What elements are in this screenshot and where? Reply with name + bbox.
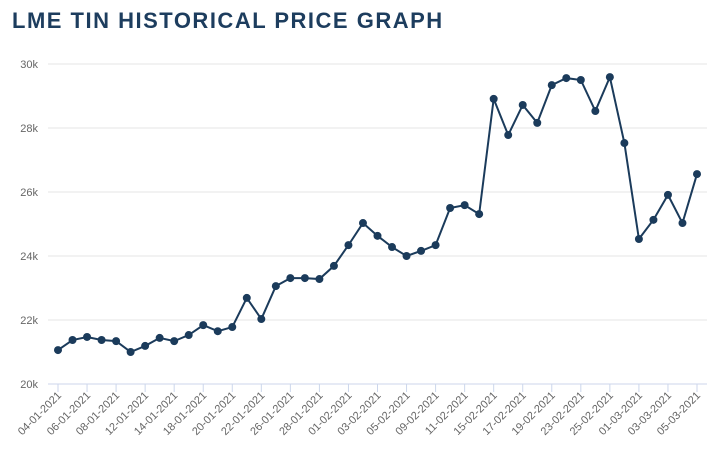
data-point bbox=[591, 107, 600, 116]
data-point bbox=[620, 139, 629, 148]
data-point bbox=[286, 274, 295, 283]
data-point bbox=[533, 118, 542, 127]
data-point bbox=[504, 131, 513, 140]
data-point bbox=[170, 337, 179, 346]
data-point bbox=[388, 243, 397, 252]
data-point bbox=[68, 336, 77, 344]
data-point bbox=[54, 346, 62, 355]
data-point bbox=[678, 219, 687, 228]
data-point bbox=[315, 275, 324, 284]
data-point bbox=[431, 241, 440, 250]
data-point bbox=[199, 321, 208, 330]
data-point bbox=[663, 190, 672, 199]
data-point bbox=[213, 327, 222, 336]
data-point bbox=[155, 333, 164, 342]
data-point bbox=[576, 76, 585, 84]
data-point bbox=[242, 293, 251, 302]
data-point bbox=[344, 241, 353, 250]
data-point bbox=[446, 204, 455, 212]
y-tick-label: 24k bbox=[20, 251, 38, 263]
data-point bbox=[271, 282, 280, 291]
data-point bbox=[605, 73, 614, 82]
data-point bbox=[257, 315, 266, 324]
y-tick-label: 26k bbox=[20, 187, 38, 199]
data-point bbox=[83, 332, 92, 341]
chart-title: LME TIN HISTORICAL PRICE GRAPH bbox=[12, 8, 444, 33]
data-point bbox=[649, 215, 658, 224]
data-point bbox=[460, 201, 469, 210]
data-point bbox=[184, 331, 193, 340]
data-point bbox=[475, 210, 484, 219]
data-point bbox=[358, 219, 367, 228]
data-point bbox=[634, 235, 643, 244]
data-point bbox=[518, 100, 527, 109]
y-tick-label: 28k bbox=[20, 123, 38, 135]
data-point bbox=[112, 337, 121, 346]
data-point bbox=[228, 323, 237, 332]
data-point bbox=[402, 252, 411, 260]
data-point bbox=[489, 94, 498, 103]
data-point bbox=[141, 341, 150, 350]
data-point bbox=[562, 74, 571, 83]
data-point bbox=[126, 348, 135, 356]
data-point bbox=[417, 246, 426, 255]
y-tick-label: 22k bbox=[20, 315, 38, 327]
data-point bbox=[693, 170, 701, 179]
series-line bbox=[57, 73, 698, 354]
data-point bbox=[373, 231, 382, 240]
data-point bbox=[300, 274, 309, 283]
y-tick-label: 20k bbox=[20, 379, 38, 391]
data-point bbox=[547, 81, 556, 90]
y-tick-label: 30k bbox=[20, 59, 38, 71]
data-point bbox=[97, 336, 106, 344]
data-point bbox=[329, 261, 338, 270]
